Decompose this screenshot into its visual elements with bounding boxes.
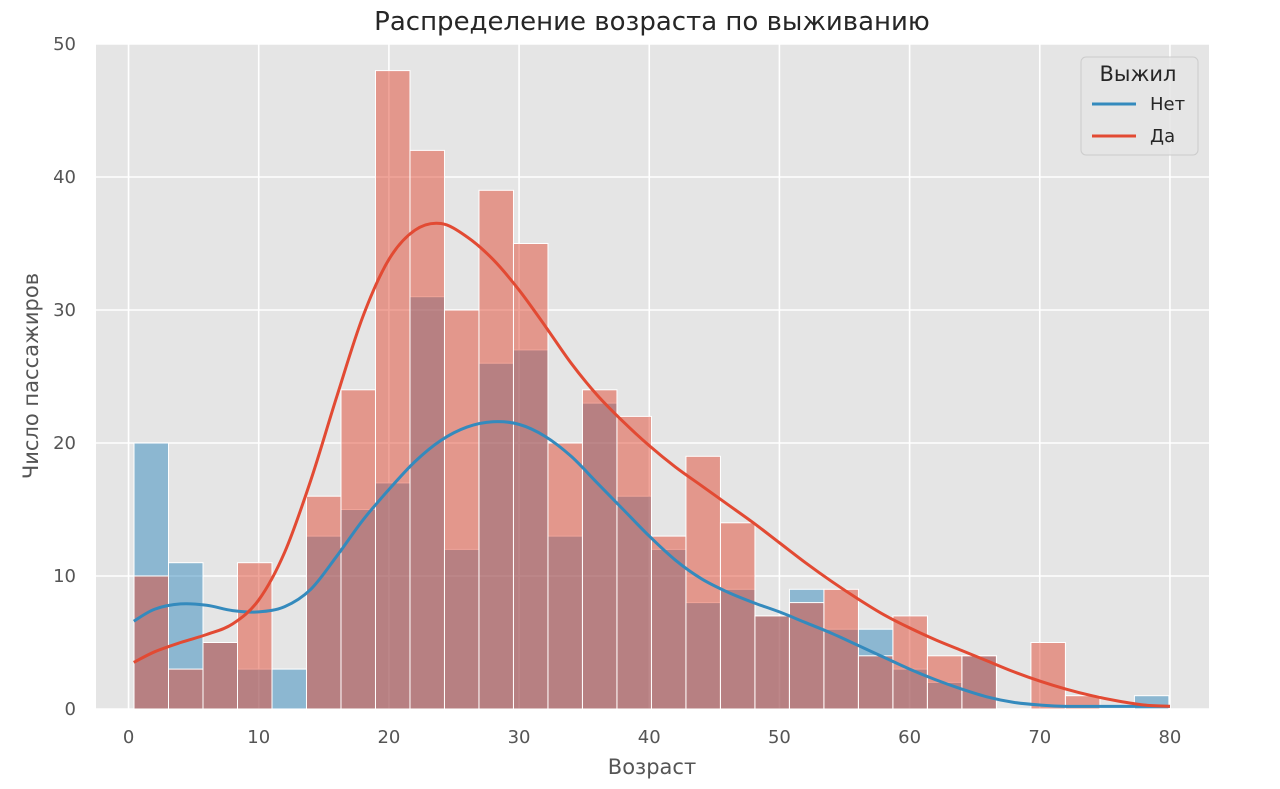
x-tick-label: 50	[768, 727, 791, 748]
legend-box	[1080, 56, 1199, 156]
bar-yes	[202, 642, 239, 710]
bar-yes	[133, 575, 170, 710]
x-tick-label: 40	[638, 727, 661, 748]
x-tick-label: 10	[247, 727, 270, 748]
y-tick-label: 40	[53, 167, 76, 188]
chart-title: Распределение возраста по выживанию	[374, 7, 930, 37]
bar-yes	[961, 655, 997, 710]
x-tick-label: 30	[508, 727, 531, 748]
x-tick-label: 60	[898, 727, 921, 748]
tick-labels: 0 10 20 30 40 50 60 70 80 0 10 20 30 40 50	[53, 34, 1181, 748]
y-tick-label: 10	[53, 566, 76, 587]
bars-layer	[133, 70, 1170, 710]
legend-label-yes: Да	[1150, 126, 1175, 147]
bar-yes	[168, 668, 204, 710]
bar-yes	[650, 535, 687, 710]
legend: Выжил Нет Да	[1080, 56, 1199, 156]
bar-yes	[374, 70, 411, 710]
bar-no	[271, 668, 307, 710]
bar-yes	[340, 389, 376, 710]
x-tick-label: 20	[377, 727, 400, 748]
bar-yes	[685, 455, 721, 710]
kde-layer	[132, 221, 1171, 708]
bar-yes	[1030, 642, 1066, 710]
bar-yes	[305, 495, 342, 710]
bar-yes	[581, 389, 618, 710]
bar-yes	[443, 309, 480, 710]
y-tick-label: 20	[53, 433, 76, 454]
kde-line-yes	[133, 221, 1171, 708]
bar-yes	[788, 602, 825, 710]
y-axis-label: Число пассажиров	[19, 273, 43, 479]
y-tick-label: 30	[53, 300, 76, 321]
bar-yes	[237, 562, 273, 710]
bar-yes	[547, 442, 583, 710]
y-tick-label: 0	[65, 699, 76, 720]
kde-line-no	[132, 420, 1170, 708]
bar-yes	[616, 415, 652, 710]
bar-yes	[409, 149, 445, 710]
x-tick-label: 80	[1158, 727, 1181, 748]
x-tick-label: 0	[123, 727, 134, 748]
legend-label-no: Нет	[1150, 94, 1185, 115]
x-tick-label: 70	[1028, 727, 1051, 748]
bar-yes	[754, 615, 790, 710]
x-axis-label: Возраст	[608, 755, 696, 779]
y-tick-label: 50	[53, 34, 76, 55]
bar-yes	[478, 189, 514, 710]
bar-yes	[512, 243, 549, 710]
bar-yes	[857, 655, 894, 710]
legend-title: Выжил	[1100, 62, 1177, 86]
bar-yes	[823, 588, 859, 710]
bar-yes	[719, 522, 756, 710]
